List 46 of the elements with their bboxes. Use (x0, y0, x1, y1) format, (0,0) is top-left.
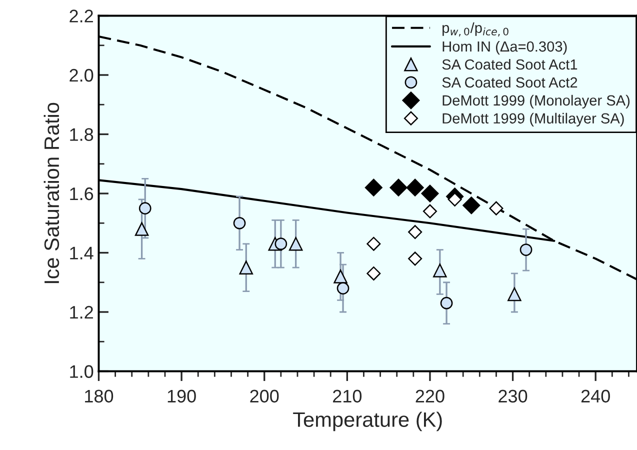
point (366, 236, 381, 251)
point (366, 266, 381, 280)
y-tick-label: 2.2 (70, 10, 93, 22)
point (408, 252, 422, 266)
legend-label: DeMott 1999 (Multilayer SA) (442, 112, 624, 126)
point (334, 270, 348, 284)
point (138, 202, 152, 214)
x-tick-label: 210 (333, 390, 362, 403)
point (288, 236, 303, 251)
legend-label: SA Coated Soot Act1 (442, 58, 578, 70)
x-axis-title: Temperature (K) (293, 412, 442, 432)
legend-label: Hom IN (Δa=0.303) (442, 40, 567, 55)
y-tick-label: 1.6 (70, 187, 94, 200)
point (440, 296, 453, 310)
x-tick-label: 240 (581, 390, 610, 403)
y-tick-label: 1.0 (70, 365, 94, 378)
point (408, 225, 422, 240)
y-tick-label: 1.2 (70, 306, 93, 319)
point (134, 222, 149, 236)
point (422, 204, 437, 218)
legend-label: DeMott 1999 (Monolayer SA) (442, 94, 630, 108)
point (239, 260, 254, 274)
point (508, 287, 522, 302)
point (406, 178, 424, 196)
x-tick-label: 190 (168, 390, 196, 403)
point (520, 244, 532, 256)
y-tick-label: 2.0 (70, 68, 94, 82)
point (448, 192, 462, 206)
point (489, 201, 504, 216)
x-tick-label: 220 (416, 390, 444, 403)
legend-label: SA Coated Soot Act2 (442, 76, 578, 88)
point (433, 264, 447, 278)
point (233, 216, 246, 230)
legend-label: p$_{w,0}$/p$_{ice,0}$ (442, 22, 508, 36)
y-axis-title: Ice Saturation Ratio (44, 102, 60, 284)
point (390, 178, 408, 196)
x-tick-label: 230 (498, 390, 528, 403)
point (462, 196, 480, 214)
x-tick-label: 180 (85, 390, 114, 403)
y-tick-label: 1.8 (70, 128, 94, 141)
point (364, 178, 382, 196)
point (421, 184, 439, 202)
x-tick-label: 200 (250, 390, 279, 403)
point (336, 282, 350, 294)
y-tick-label: 1.4 (70, 246, 94, 260)
point (274, 238, 288, 250)
